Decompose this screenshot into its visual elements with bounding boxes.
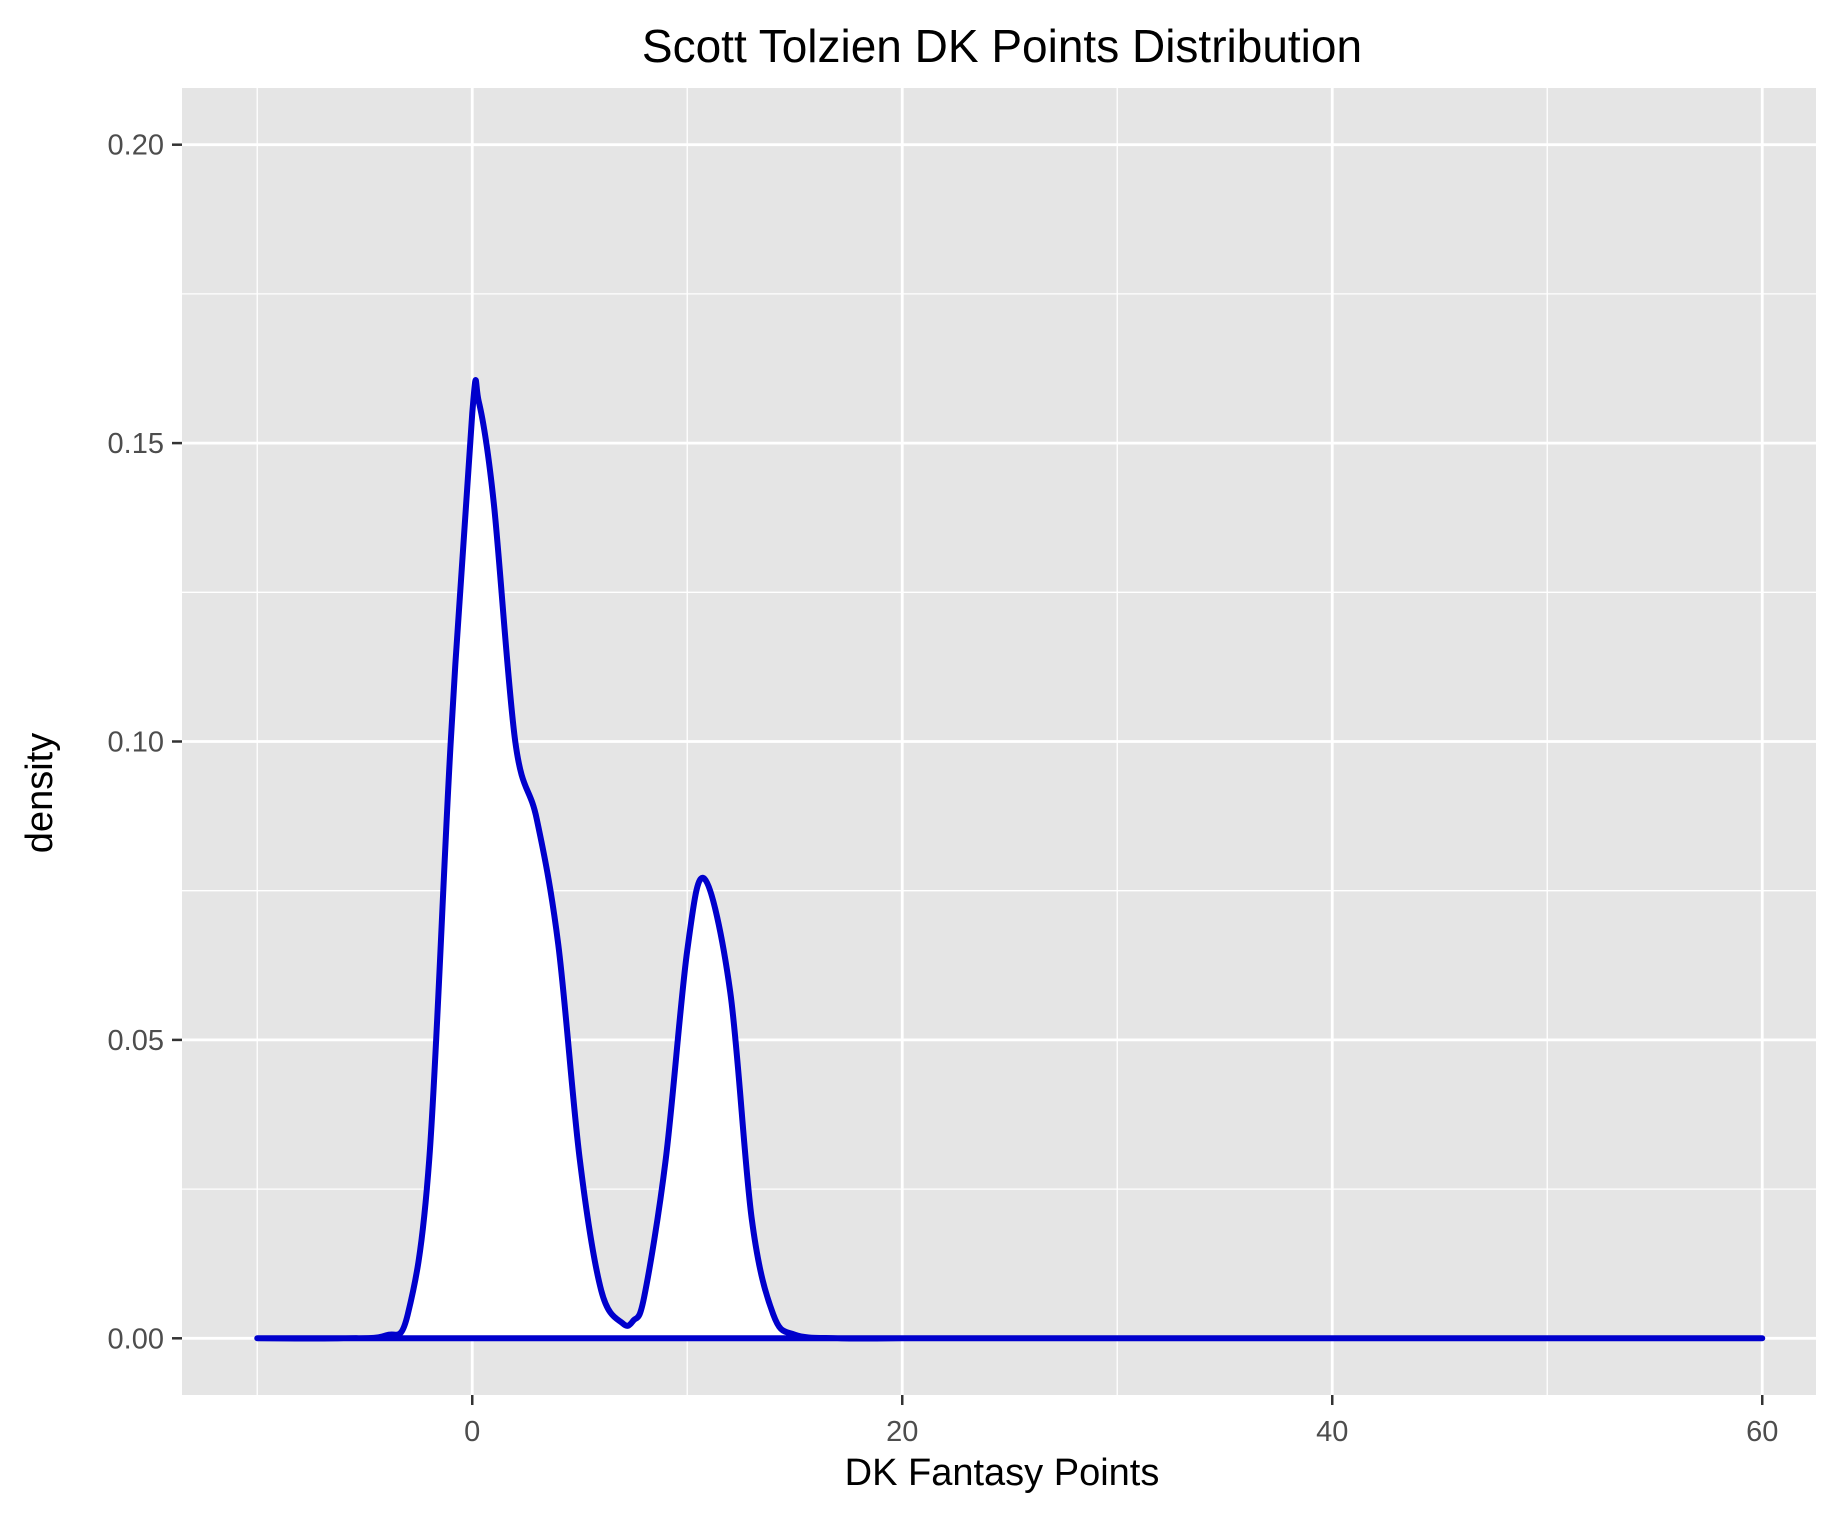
x-tick-label: 60: [1746, 1416, 1778, 1448]
density-line: [254, 377, 1766, 1342]
y-tick-label: 0.20: [108, 130, 164, 162]
y-tick-label: 0.00: [108, 1323, 164, 1355]
x-tick-label: 20: [886, 1416, 918, 1448]
chart-title: Scott Tolzien DK Points Distribution: [642, 20, 1362, 72]
y-tick-label: 0.10: [108, 727, 164, 759]
x-tick-label: 0: [464, 1416, 480, 1448]
axis-tick-labels: 0 20 40 60 0.00 0.05 0.10 0.15 0.20: [108, 130, 1779, 1448]
x-tick-label: 40: [1316, 1416, 1348, 1448]
grid-major: [182, 88, 1816, 1395]
x-axis-title: DK Fantasy Points: [845, 1452, 1160, 1494]
y-tick-label: 0.05: [108, 1025, 164, 1057]
axis-ticks: [172, 143, 1764, 1405]
y-axis-title: density: [19, 733, 61, 853]
y-tick-label: 0.15: [108, 428, 164, 460]
